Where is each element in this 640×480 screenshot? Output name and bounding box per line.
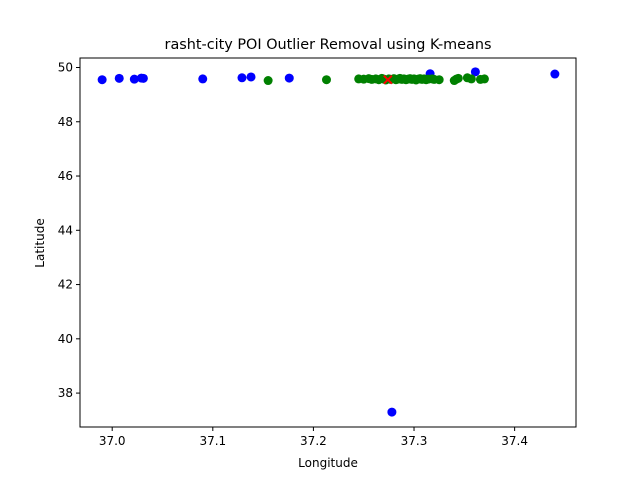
chart-title: rasht-city POI Outlier Removal using K-m… <box>165 37 492 53</box>
outlier-point <box>387 407 397 417</box>
y-tick-label: 46 <box>58 169 73 183</box>
centroid-marker <box>383 74 393 85</box>
outlier-point <box>284 73 294 83</box>
plot-area-frame <box>79 57 577 428</box>
x-tick-label: 37.2 <box>300 434 327 448</box>
y-axis-label: Latitude <box>33 218 47 267</box>
inlier-point <box>263 76 273 86</box>
y-tick-label: 38 <box>58 386 73 400</box>
x-tick-label: 37.3 <box>401 434 428 448</box>
outlier-point <box>97 75 107 85</box>
inlier-point <box>321 75 331 85</box>
inlier-point <box>479 74 489 84</box>
inlier-point <box>434 75 444 85</box>
y-tick-label: 48 <box>58 115 73 129</box>
x-axis: 37.0 37.1 37.2 37.3 37.4 <box>99 427 528 448</box>
inlier-point <box>453 73 463 83</box>
x-axis-label: Longitude <box>298 456 358 470</box>
outlier-point <box>237 73 247 83</box>
outlier-point <box>114 73 124 83</box>
outlier-point <box>198 74 208 84</box>
centroid-series <box>383 74 393 85</box>
inliers-series <box>263 73 489 86</box>
outlier-point <box>138 73 148 83</box>
x-tick-label: 37.0 <box>99 434 126 448</box>
outlier-point <box>246 72 256 82</box>
x-tick-label: 37.4 <box>501 434 528 448</box>
inlier-point <box>466 74 476 84</box>
y-tick-label: 50 <box>58 60 73 74</box>
outlier-point <box>550 69 560 79</box>
x-tick-label: 37.1 <box>199 434 226 448</box>
points-layer <box>97 67 560 417</box>
y-axis: 38 40 42 44 46 48 50 <box>58 60 80 400</box>
y-tick-label: 40 <box>58 332 73 346</box>
outlier-point <box>470 67 480 77</box>
outlier-point <box>129 74 139 84</box>
y-tick-label: 44 <box>58 223 73 237</box>
y-tick-label: 42 <box>58 278 73 292</box>
